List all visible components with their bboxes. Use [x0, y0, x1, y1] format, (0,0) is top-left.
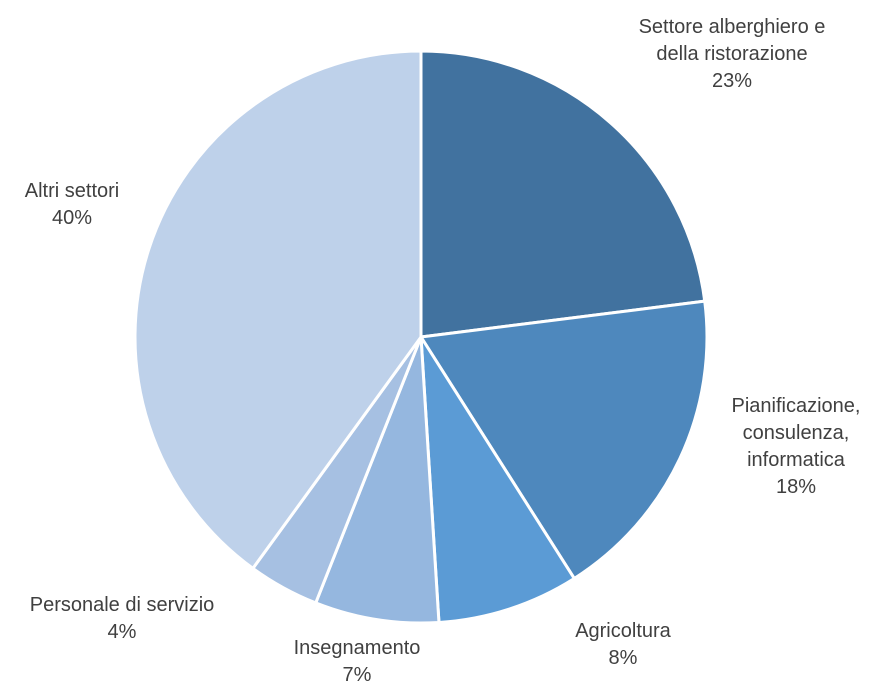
pie-slice: [419, 299, 709, 580]
slice-category-label: informatica: [747, 449, 846, 471]
slice-category-label: consulenza,: [743, 422, 850, 444]
slice-value-label: 40%: [52, 207, 92, 229]
slice-category-label: della ristorazione: [656, 43, 807, 65]
slice-category-label: Altri settori: [25, 180, 119, 202]
slice-category-label: Settore alberghiero e: [639, 16, 826, 38]
slice-value-label: 23%: [712, 70, 752, 92]
slice-value-label: 4%: [108, 621, 137, 643]
slice-value-label: 7%: [343, 664, 372, 686]
slice-label: Personale di servizio 4%: [30, 594, 215, 643]
slice-category-label: Pianificazione,: [732, 395, 861, 417]
slice-label: Insegnamento 7%: [294, 637, 421, 686]
slice-value-label: 8%: [609, 647, 638, 669]
slice-category-label: Personale di servizio: [30, 594, 215, 616]
slice-category-label: Agricoltura: [575, 620, 671, 642]
slice-label: Pianificazione, consulenza, informatica 18%: [732, 395, 861, 498]
pie-slice: [419, 49, 707, 339]
pie-slice: [419, 335, 576, 624]
slice-category-label: Insegnamento: [294, 637, 421, 659]
slice-label: Settore alberghiero e della ristorazione 2…: [639, 16, 826, 92]
pie-slice: [133, 49, 423, 570]
pie-labels: Settore alberghiero e della ristorazione 2…: [25, 16, 861, 686]
slice-value-label: 18%: [776, 476, 816, 498]
pie-slice: [314, 335, 441, 625]
pie-slices: [133, 49, 709, 625]
slice-label: Altri settori 40%: [25, 180, 119, 229]
slice-label: Agricoltura 8%: [575, 620, 671, 669]
